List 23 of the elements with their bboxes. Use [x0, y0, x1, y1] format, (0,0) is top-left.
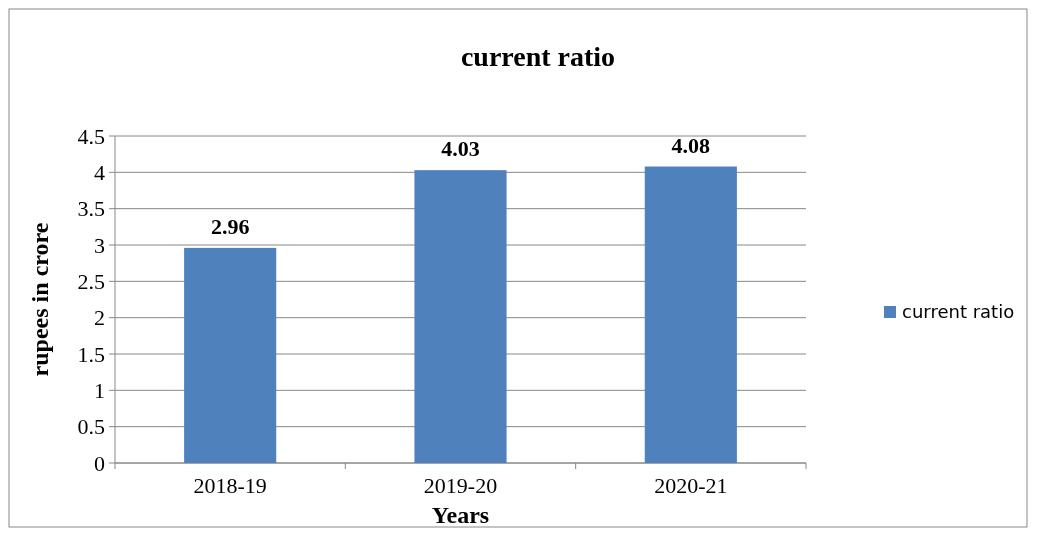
legend-label: current ratio — [902, 301, 1015, 323]
data-label: 4.08 — [671, 132, 711, 158]
chart-title: current ratio — [460, 41, 616, 72]
y-tick-label: 3.5 — [77, 196, 105, 222]
y-tick-label: 0 — [94, 450, 105, 476]
y-tick-label: 0.5 — [77, 414, 105, 440]
y-tick-label: 1.5 — [77, 341, 105, 367]
y-tick-label: 3 — [94, 232, 105, 258]
bar — [184, 247, 277, 463]
x-axis-title: Years — [431, 502, 490, 528]
bar — [414, 170, 507, 463]
data-label: 2.96 — [210, 213, 250, 239]
y-tick-label: 1 — [94, 378, 105, 404]
bar — [644, 166, 737, 463]
y-axis-title: rupees in crore — [27, 222, 53, 377]
y-tick-label: 2 — [94, 305, 105, 331]
y-tick-label: 4.5 — [77, 123, 105, 149]
x-tick-label: 2018-19 — [193, 473, 267, 498]
y-tick-label: 4 — [94, 160, 105, 186]
y-tick-label: 2.5 — [77, 269, 105, 295]
x-tick-label: 2020-21 — [654, 473, 728, 498]
data-label: 4.03 — [441, 136, 480, 162]
x-tick-label: 2019-20 — [423, 473, 498, 498]
